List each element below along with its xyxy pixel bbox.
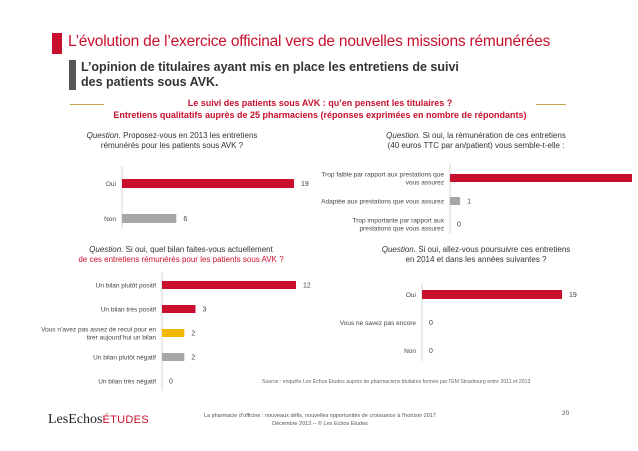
- chart-4-poursuite: Oui 19 Vous ne savez pas encore 0 Non 0: [340, 283, 577, 361]
- chart-3-value-label: 2: [191, 331, 195, 338]
- chart-4-category-label-line: Vous ne savez pas encore: [340, 320, 417, 327]
- chart-1-category-label: Non: [104, 216, 116, 223]
- question-4-text-b: en 2014 et dans les années suivantes ?: [405, 255, 547, 264]
- chart-4-category-label-line: Oui: [406, 292, 416, 299]
- question-2: Question. Si oui, la rémunération de ces…: [356, 131, 596, 151]
- chart-2-category-label: Trop importante par rapport aux prestatio…: [352, 217, 444, 232]
- footer-line-2: Décembre 2013 -- © Les Echos Etudes: [272, 421, 368, 427]
- chart-4-category-label-line: Non: [404, 348, 416, 355]
- chart-2-category-label-line: Trop importante par rapport aux: [352, 217, 444, 224]
- chart-3-category-label: Un bilan très positif: [101, 306, 156, 313]
- chart-3-bar: [162, 305, 196, 313]
- chart-2-category-label-line: Adaptée aux prestations que vous assurez: [321, 198, 444, 205]
- chart-3-value-label: 2: [191, 355, 195, 362]
- chart-1-value-label: 6: [183, 216, 187, 223]
- chart-1-proposez-vous: Oui 19 Non 6: [104, 166, 309, 229]
- page-number: 20: [562, 410, 570, 417]
- logo-sub: ÉTUDES: [102, 414, 149, 426]
- chart-2-remuneration: Trop faible par rapport aux prestations …: [321, 163, 632, 234]
- chart-3-category-label-line: tirer aujourd’hui un bilan: [87, 334, 157, 341]
- study-head-rule-right: [536, 104, 566, 105]
- chart-3-bar: [162, 281, 296, 289]
- question-2-text-b: (40 euros TTC par an/patient) vous sembl…: [387, 141, 565, 150]
- study-head-rule-left: [70, 104, 104, 105]
- chart-3-category-label-line: Vous n’avez pas assez de recul pour en: [41, 326, 156, 333]
- chart-3-category-label: Vous n’avez pas assez de recul pour en ti…: [41, 326, 156, 341]
- les-echos-etudes-logo: LesEchosÉTUDES: [48, 412, 149, 428]
- chart-3-category-label-line: Un bilan plutôt positif: [96, 282, 157, 289]
- chart-1-bar: [122, 214, 177, 223]
- chart-4-category-label: Non: [404, 348, 416, 355]
- chart-3-category-label: Un bilan plutôt négatif: [93, 354, 156, 361]
- study-heading-line-1: Le suivi des patients sous AVK : qu’en p…: [187, 98, 453, 108]
- question-3-text-b: de ces entretiens rémunérés pour les pat…: [78, 255, 284, 264]
- slide-title: L’évolution de l’exercice officinal vers…: [68, 33, 551, 50]
- chart-4-value-label: 0: [429, 348, 433, 355]
- chart-3-category-label-line: Un bilan très positif: [101, 306, 156, 313]
- chart-2-bar: [450, 197, 461, 205]
- chart-4-panel: Oui 19 Vous ne savez pas encore 0 Non 0: [330, 281, 577, 361]
- chart-3-bilan: Un bilan plutôt positif 12 Un bilan très p…: [41, 272, 311, 391]
- chart-4-value-label: 0: [429, 320, 433, 327]
- question-2-label: Question.: [386, 131, 421, 140]
- chart-3-bar: [162, 329, 185, 337]
- chart-3-category-label-line: Un bilan plutôt négatif: [93, 354, 156, 361]
- chart-4-category-label: Vous ne savez pas encore: [340, 320, 417, 327]
- subtitle-line-1: L’opinion de titulaires ayant mis en pla…: [81, 60, 459, 74]
- chart-4-value-label: 19: [569, 292, 577, 299]
- chart-2-value-label: 1: [467, 199, 471, 206]
- footer-text: La pharmacie d’officine : nouveaux défis…: [180, 412, 460, 428]
- chart-3-value-label: 0: [169, 379, 173, 386]
- chart-2-category-label: Adaptée aux prestations que vous assurez: [321, 198, 444, 205]
- slide-subtitle: L’opinion de titulaires ayant mis en pla…: [81, 60, 459, 90]
- chart-2-bar: [450, 174, 632, 182]
- question-3-text-a: Si oui, quel bilan faites-vous actuellem…: [123, 245, 273, 254]
- source-note: Source : enquête Les Echos Etudes auprès…: [262, 379, 531, 385]
- chart-1-category-label: Oui: [106, 181, 116, 188]
- chart-1-bar: [122, 179, 294, 188]
- chart-2-value-label: 0: [457, 222, 461, 229]
- chart-2-category-label-line: Trop faible par rapport aux prestations …: [321, 171, 444, 178]
- subtitle-line-2: des patients sous AVK.: [81, 75, 219, 89]
- chart-4-bar: [422, 290, 562, 299]
- footer-line-1: La pharmacie d’officine : nouveaux défis…: [204, 413, 436, 419]
- chart-3-value-label: 3: [203, 307, 207, 314]
- question-2-text-a: Si oui, la rémunération de ces entretien…: [420, 131, 566, 140]
- chart-2-category-label-line: prestations que vous assurez: [359, 225, 444, 232]
- chart-2-category-label-line: vous assurez: [406, 179, 444, 186]
- question-1-text-a: Proposez-vous en 2013 les entretiens: [120, 131, 258, 140]
- title-accent-bar: [52, 33, 62, 54]
- question-3-label: Question.: [89, 245, 124, 254]
- question-4-label: Question.: [381, 245, 416, 254]
- subtitle-accent-bar: [69, 60, 76, 90]
- chart-3-panel: Un bilan plutôt positif 12 Un bilan très p…: [41, 270, 326, 391]
- question-4-text-a: Si oui, allez-vous poursuivre ces entret…: [415, 245, 571, 254]
- question-1: Question. Proposez-vous en 2013 les entr…: [72, 131, 272, 151]
- question-1-text-b: rémunérés pour les patients sous AVK ?: [100, 141, 244, 150]
- chart-3-category-label: Un bilan très négatif: [98, 378, 156, 385]
- question-3: Question. Si oui, quel bilan faites-vous…: [66, 245, 296, 265]
- chart-1-category-label-line: Oui: [106, 181, 116, 188]
- chart-1-category-label-line: Non: [104, 216, 116, 223]
- chart-3-category-label: Un bilan plutôt positif: [96, 282, 157, 289]
- chart-1-value-label: 19: [301, 181, 309, 188]
- chart-3-category-label-line: Un bilan très négatif: [98, 378, 156, 385]
- chart-3-value-label: 12: [303, 283, 311, 290]
- study-heading-line-2: Entretiens qualitatifs auprès de 25 phar…: [113, 110, 527, 120]
- chart-2-panel: Trop faible par rapport aux prestations …: [294, 161, 632, 234]
- logo-main: LesEchos: [48, 412, 103, 427]
- chart-2-category-label: Trop faible par rapport aux prestations …: [321, 171, 444, 186]
- question-4: Question. Si oui, allez-vous poursuivre …: [356, 245, 596, 265]
- question-1-label: Question.: [86, 131, 121, 140]
- chart-1-panel: Oui 19 Non 6: [60, 164, 310, 229]
- study-heading: Le suivi des patients sous AVK : qu’en p…: [70, 97, 570, 121]
- chart-3-bar: [162, 353, 185, 361]
- chart-4-category-label: Oui: [406, 292, 416, 299]
